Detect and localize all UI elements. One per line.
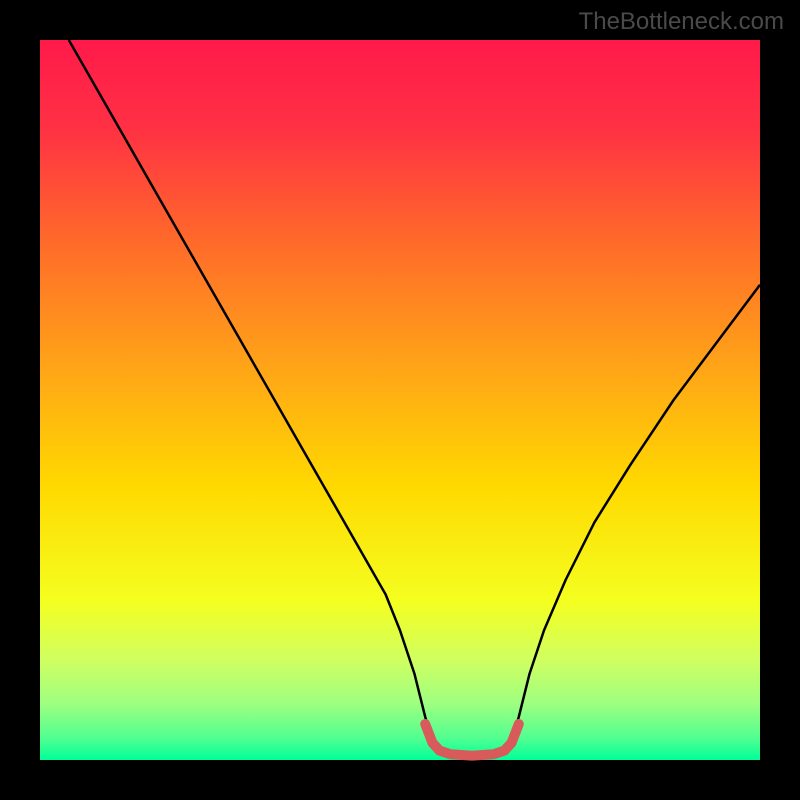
bottleneck-curve xyxy=(69,40,760,756)
bottleneck-chart: TheBottleneck.com xyxy=(0,0,800,800)
plot-svg xyxy=(0,0,800,800)
watermark-text: TheBottleneck.com xyxy=(579,8,784,36)
trough-highlight xyxy=(425,724,519,756)
